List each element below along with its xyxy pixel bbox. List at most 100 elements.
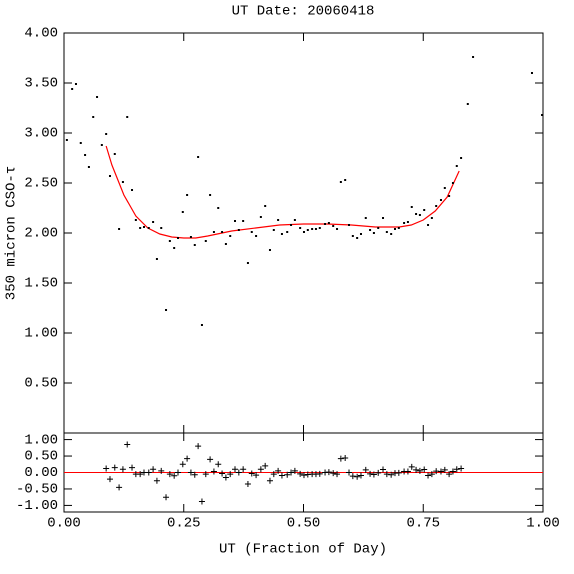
data-point: [250, 231, 253, 233]
x-tick-label: 0.00: [47, 516, 81, 532]
data-point: [332, 225, 335, 227]
residual-point: [150, 466, 157, 473]
data-point: [173, 247, 176, 249]
data-point: [385, 231, 388, 233]
data-point: [255, 235, 258, 237]
residual-point: [288, 469, 295, 476]
data-point: [100, 144, 103, 146]
data-point: [79, 142, 82, 144]
residual-point: [413, 466, 420, 473]
residual-point: [266, 477, 273, 484]
residual-point: [227, 471, 234, 478]
data-point: [344, 179, 347, 181]
residual-point: [278, 472, 285, 479]
data-point: [348, 224, 351, 226]
residual-point: [330, 470, 337, 477]
data-point: [71, 88, 74, 90]
data-point: [217, 207, 220, 209]
data-point: [293, 219, 296, 221]
data-point: [460, 157, 463, 159]
data-point: [439, 199, 442, 201]
data-point: [264, 205, 267, 207]
data-point: [318, 227, 321, 229]
data-point: [306, 229, 309, 231]
data-point: [224, 243, 227, 245]
residual-point: [404, 468, 411, 475]
residual-point: [375, 469, 382, 476]
data-point: [204, 240, 207, 242]
data-point: [186, 194, 189, 196]
data-point: [87, 166, 90, 168]
residual-point: [383, 471, 390, 478]
data-point: [427, 224, 430, 226]
data-point: [406, 221, 409, 223]
data-point: [466, 103, 469, 105]
y-tick-label: -0.50: [16, 482, 58, 498]
residual-point: [425, 472, 432, 479]
residual-point: [248, 470, 255, 477]
data-point: [369, 229, 372, 231]
data-point: [189, 236, 192, 238]
data-point: [397, 227, 400, 229]
data-point: [314, 228, 317, 230]
data-point: [377, 227, 380, 229]
data-point: [237, 229, 240, 231]
x-tick-label: 0.75: [406, 516, 440, 532]
data-point: [299, 227, 302, 229]
data-point: [403, 222, 406, 224]
data-point: [451, 182, 454, 184]
data-point: [286, 231, 289, 233]
data-point: [234, 220, 237, 222]
residual-point: [119, 466, 126, 473]
residual-point: [116, 484, 123, 491]
residual-point: [408, 463, 415, 470]
residual-point: [210, 468, 217, 475]
data-point: [415, 213, 418, 215]
data-point: [290, 224, 293, 226]
residual-point: [357, 472, 364, 479]
data-point: [160, 227, 163, 229]
data-point: [280, 233, 283, 235]
residual-point: [297, 470, 304, 477]
data-point: [242, 220, 245, 222]
residual-point: [270, 471, 277, 478]
residual-point: [262, 462, 269, 469]
y-tick-label: 0.50: [24, 449, 58, 465]
data-point: [382, 217, 385, 219]
data-point: [272, 229, 275, 231]
y-tick-label: 1.00: [24, 326, 58, 342]
data-point: [92, 116, 95, 118]
data-point: [212, 231, 215, 233]
residual-point: [207, 456, 214, 463]
residual-point: [103, 465, 110, 472]
data-point: [435, 205, 438, 207]
residual-point: [449, 468, 456, 475]
x-axis-label: UT (Fraction of Day): [219, 542, 387, 558]
residual-point: [354, 473, 361, 480]
y-tick-label: 1.00: [24, 432, 58, 448]
residual-point: [349, 473, 356, 480]
residual-point: [428, 471, 435, 478]
residual-point: [334, 471, 341, 478]
residual-point: [232, 466, 239, 473]
fit-line: [105, 145, 460, 239]
residual-point: [325, 469, 332, 476]
data-point: [455, 165, 458, 167]
chart-title: UT Date: 20060418: [232, 4, 375, 20]
residual-point: [337, 455, 344, 462]
residual-point: [291, 467, 298, 474]
residual-point: [395, 469, 402, 476]
residual-point: [171, 472, 178, 479]
data-point: [302, 231, 305, 233]
residual-point: [235, 469, 242, 476]
data-point: [177, 237, 180, 239]
residual-point: [191, 471, 198, 478]
residual-point: [362, 466, 369, 473]
residual-point: [300, 472, 307, 479]
residual-point: [198, 498, 205, 505]
data-point: [356, 237, 359, 239]
residual-point: [106, 476, 113, 483]
residual-point: [153, 477, 160, 484]
residual-point: [158, 467, 165, 474]
data-point: [443, 187, 446, 189]
